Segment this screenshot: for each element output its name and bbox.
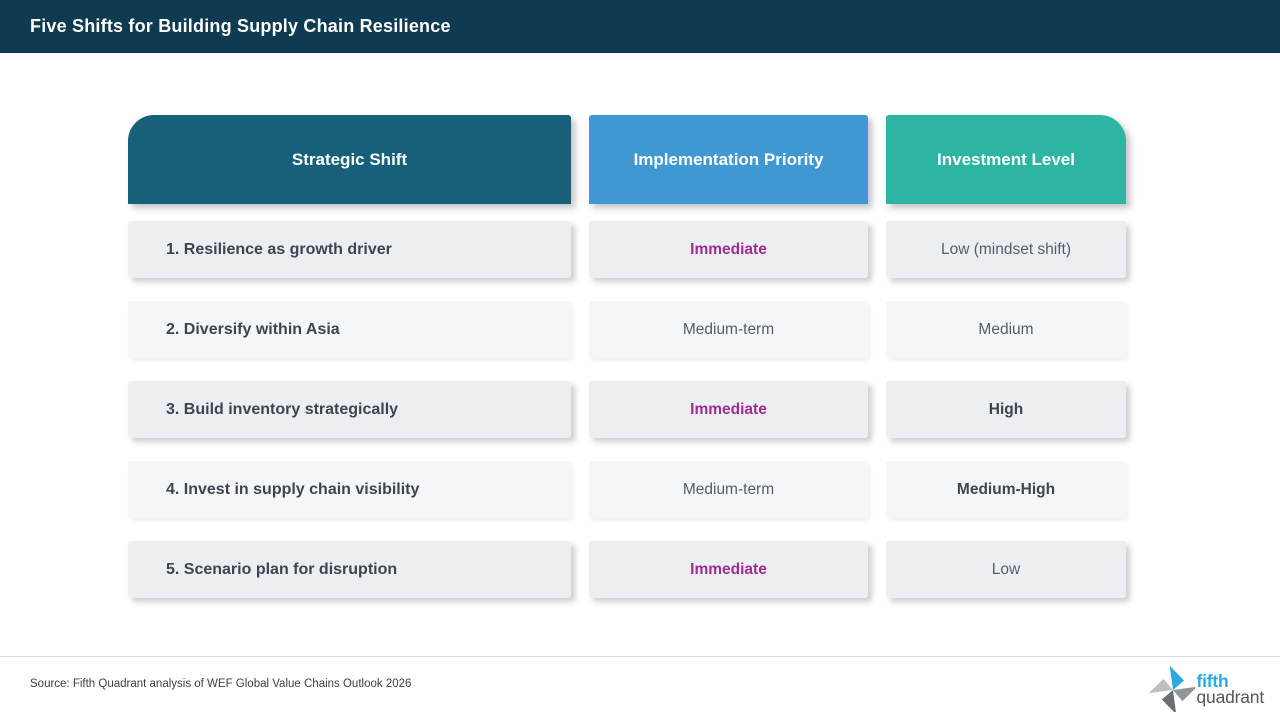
table-row: 4. Invest in supply chain visibility Med… [128,461,1126,518]
cell-shift-5: 5. Scenario plan for disruption [128,541,571,598]
cell-priority-4: Medium-term [589,461,868,518]
cell-investment-1: Low (mindset shift) [886,221,1126,278]
logo-text: fifth quadrant [1196,670,1265,707]
table-row: 5. Scenario plan for disruption Immediat… [128,541,1126,598]
table-row: 2. Diversify within Asia Medium-term Med… [128,301,1126,358]
cell-investment-4: Medium-High [886,461,1126,518]
cell-investment-2: Medium [886,301,1126,358]
table-header-row: Strategic Shift Implementation Priority … [128,115,1126,204]
cell-priority-3: Immediate [589,381,868,438]
cell-priority-2: Medium-term [589,301,868,358]
cell-shift-2: 2. Diversify within Asia [128,301,571,358]
column-header-strategic-shift: Strategic Shift [128,115,571,204]
cell-priority-5: Immediate [589,541,868,598]
cell-shift-4: 4. Invest in supply chain visibility [128,461,571,518]
cell-investment-3: High [886,381,1126,438]
cell-shift-3: 3. Build inventory strategically [128,381,571,438]
column-header-investment-level: Investment Level [886,115,1126,204]
fifth-quadrant-logo: fifth quadrant [1148,666,1265,712]
cell-investment-5: Low [886,541,1126,598]
resilience-table: Strategic Shift Implementation Priority … [128,115,1126,621]
page-title: Five Shifts for Building Supply Chain Re… [30,16,451,36]
logo-word-quadrant: quadrant [1196,687,1265,707]
logo-word-fifth: fifth [1196,670,1229,691]
table-row: 3. Build inventory strategically Immedia… [128,381,1126,438]
column-header-implementation-priority: Implementation Priority [589,115,868,204]
cell-priority-1: Immediate [589,221,868,278]
footer: Source: Fifth Quadrant analysis of WEF G… [0,656,1280,720]
cell-shift-1: 1. Resilience as growth driver [128,221,571,278]
source-note: Source: Fifth Quadrant analysis of WEF G… [30,678,412,690]
title-bar: Five Shifts for Building Supply Chain Re… [0,0,1280,53]
table-row: 1. Resilience as growth driver Immediate… [128,221,1126,278]
pinwheel-icon [1148,666,1195,712]
